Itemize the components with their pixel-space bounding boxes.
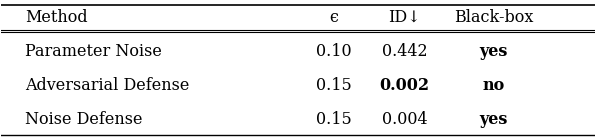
Text: ID↓: ID↓ [389,9,421,26]
Text: yes: yes [480,111,508,128]
Text: Method: Method [25,9,88,26]
Text: Black-box: Black-box [454,9,533,26]
Text: 0.002: 0.002 [380,77,430,94]
Text: 0.442: 0.442 [382,43,427,60]
Text: 0.15: 0.15 [316,77,352,94]
Text: Noise Defense: Noise Defense [25,111,142,128]
Text: 0.004: 0.004 [382,111,427,128]
Text: 0.15: 0.15 [316,111,352,128]
Text: ϵ: ϵ [329,9,338,26]
Text: no: no [483,77,505,94]
Text: yes: yes [480,43,508,60]
Text: Parameter Noise: Parameter Noise [25,43,162,60]
Text: Adversarial Defense: Adversarial Defense [25,77,190,94]
Text: 0.10: 0.10 [316,43,352,60]
